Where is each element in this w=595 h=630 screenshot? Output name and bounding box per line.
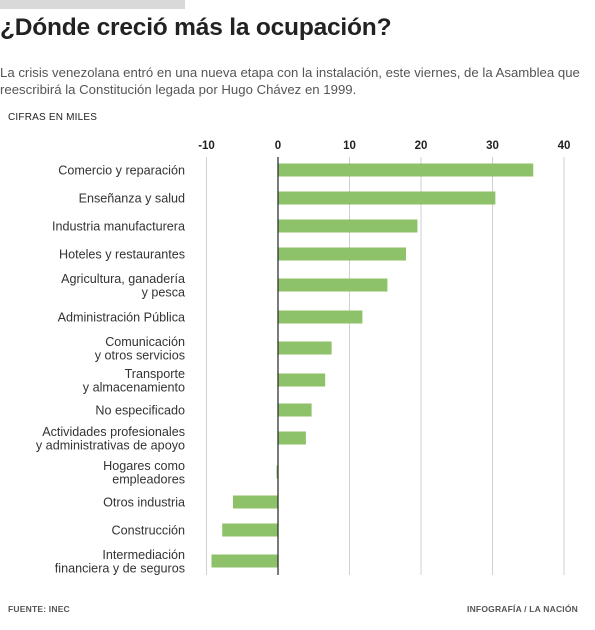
bar bbox=[278, 341, 332, 355]
bar bbox=[278, 219, 418, 233]
bars bbox=[211, 163, 534, 568]
category-label: No especificado bbox=[95, 404, 185, 418]
bar bbox=[222, 523, 278, 537]
category-label: Hogares como bbox=[103, 459, 185, 473]
bar bbox=[278, 247, 406, 261]
category-label: y almacenamiento bbox=[83, 380, 185, 394]
credit-label: INFOGRAFÍA / LA NACIÓN bbox=[467, 604, 578, 614]
x-tick-label: 0 bbox=[275, 140, 281, 152]
category-label: financiera y de seguros bbox=[55, 561, 185, 575]
category-label: Hoteles y restaurantes bbox=[59, 248, 185, 262]
grid-lines bbox=[206, 157, 565, 575]
category-labels: Comercio y reparación Enseñanza y salud In… bbox=[36, 164, 185, 576]
bar bbox=[211, 554, 278, 568]
category-label: Agricultura, ganadería bbox=[61, 272, 185, 286]
category-label: y otros servicios bbox=[95, 348, 185, 362]
x-tick-label: 30 bbox=[486, 140, 499, 152]
x-tick-label: 20 bbox=[415, 140, 428, 152]
x-tick-label: -10 bbox=[198, 140, 215, 152]
category-label: Enseñanza y salud bbox=[79, 192, 185, 206]
category-label: Otros industria bbox=[103, 496, 185, 510]
bar bbox=[278, 278, 388, 292]
bar bbox=[278, 403, 312, 417]
x-tick-label: 40 bbox=[558, 140, 571, 152]
bar bbox=[278, 191, 496, 205]
bar bbox=[278, 431, 306, 445]
category-label: empleadores bbox=[112, 472, 185, 486]
category-label: Industria manufacturera bbox=[52, 220, 185, 234]
category-label: y administrativas de apoyo bbox=[36, 438, 185, 452]
category-label: Construcción bbox=[112, 524, 186, 538]
chart-subtitle: La crisis venezolana entró en una nueva … bbox=[0, 65, 580, 97]
source-label: FUENTE: INEC bbox=[8, 604, 70, 614]
category-label: Intermediación bbox=[102, 548, 185, 562]
bar bbox=[278, 373, 326, 387]
category-label: Comunicación bbox=[105, 335, 185, 349]
category-label: Comercio y reparación bbox=[58, 164, 185, 178]
bar bbox=[278, 163, 534, 177]
unit-label: CIFRAS EN MILES bbox=[8, 112, 98, 123]
top-accent-bar bbox=[0, 0, 185, 9]
chart-title: ¿Dónde creció más la ocupación? bbox=[0, 14, 392, 41]
bar bbox=[276, 465, 278, 479]
bar bbox=[278, 310, 363, 324]
x-tick-labels: -10 0 10 20 30 40 bbox=[198, 140, 570, 152]
bar bbox=[232, 495, 278, 509]
category-label: Actividades profesionales bbox=[42, 425, 185, 439]
x-tick-label: 10 bbox=[343, 140, 356, 152]
category-label: y pesca bbox=[142, 285, 185, 299]
category-label: Transporte bbox=[125, 367, 185, 381]
category-label: Administración Pública bbox=[58, 311, 185, 325]
